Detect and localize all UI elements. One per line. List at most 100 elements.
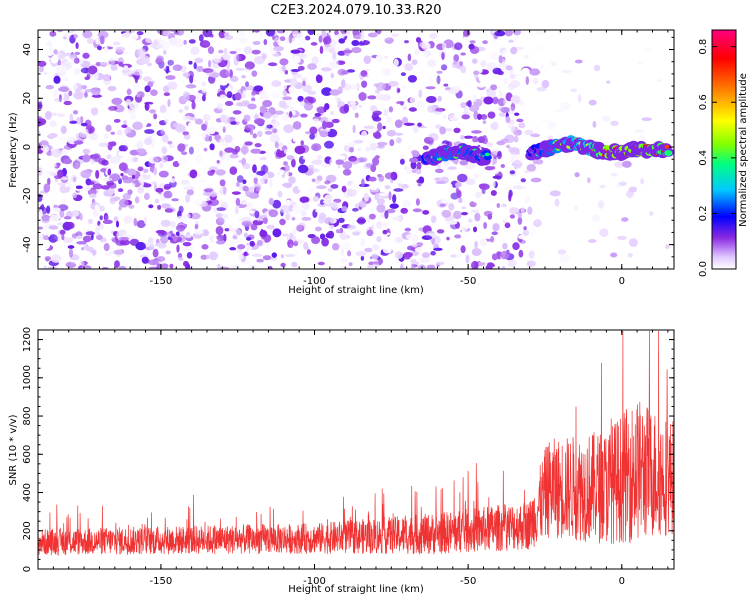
spectrogram-cell [329, 157, 337, 166]
spectrogram-cell [208, 125, 216, 135]
spectrogram-cell [137, 186, 145, 194]
spectrogram-cell [224, 32, 230, 37]
spectrogram-cell [88, 189, 99, 194]
spectrogram-cell [85, 246, 94, 252]
spectrogram-cell [412, 150, 420, 158]
spectrogram-cell [281, 65, 286, 72]
spectrogram-cell [491, 168, 500, 175]
spectrogram-cell [480, 114, 488, 120]
spectrogram-cell [282, 89, 288, 97]
spectrogram-cell [483, 222, 487, 229]
spectrogram-cell [229, 225, 233, 233]
spectrogram-cell [240, 199, 247, 205]
spectrogram-cell [463, 135, 474, 139]
spectrogram-cell [43, 240, 50, 250]
spectrogram-cell [163, 85, 170, 93]
spectrogram-cell [382, 247, 392, 254]
spectrogram-cell [665, 244, 670, 249]
spectrogram-cell [159, 162, 164, 169]
spectrogram-cell [446, 236, 450, 241]
spectrogram-cell [235, 204, 240, 209]
spectrogram-cell [462, 59, 468, 67]
spectrogram-cell [521, 67, 530, 76]
spectrogram-cell [610, 120, 619, 127]
spectrogram-cell [203, 114, 211, 122]
spectrogram-cell [373, 83, 379, 87]
spectrogram-cell [238, 253, 244, 260]
spectrogram-cell [154, 177, 165, 184]
spectrogram-cell [352, 102, 357, 111]
spectrogram-cell [455, 187, 459, 195]
spectrogram-cell [251, 49, 261, 55]
spectrogram-cell [172, 235, 177, 242]
spectrogram-cell [376, 30, 382, 35]
spectrogram-cell [312, 118, 319, 123]
spectrogram-cell [496, 203, 501, 208]
spectrogram-cell [375, 54, 383, 63]
spectrogram-cell [292, 121, 302, 130]
spectrogram-cell [183, 260, 189, 267]
spectrogram-cell [162, 111, 172, 119]
spectrogram-cell [224, 134, 233, 143]
spectrogram-cell [86, 73, 91, 80]
spectrogram-cell [122, 32, 131, 38]
spectrogram-cell [422, 145, 429, 150]
spectrogram-cell [473, 70, 480, 75]
spectrogram-cell [242, 185, 249, 192]
spectrogram-cell [123, 128, 129, 135]
spectrogram-cell [390, 33, 400, 38]
spectrogram-cell [509, 147, 520, 155]
spectrogram-cell [97, 45, 102, 51]
spectrogram-cell [120, 173, 124, 177]
bottom-y-axis-ticks: 0 200 400 600 800 1000 1200 [22, 327, 674, 572]
spectrogram-cell [173, 30, 180, 35]
spectrogram-cell [351, 40, 360, 46]
spectrogram-cell [471, 248, 482, 257]
spectrogram-cell [240, 146, 249, 154]
spectrogram-cell [338, 38, 346, 44]
spectrogram-cell [209, 251, 218, 261]
spectrogram-cell [460, 65, 467, 74]
spectrogram-cell [618, 238, 626, 248]
spectrogram-cell [301, 217, 312, 221]
spectrogram-cell [524, 169, 530, 174]
spectrogram-cell [639, 134, 645, 140]
spectrogram-cell [483, 96, 494, 105]
spectrogram-cell [123, 120, 127, 124]
spectrogram-cell [406, 166, 412, 175]
spectrogram-cell [320, 67, 332, 72]
colorbar-tick-label: 0.0 [698, 261, 709, 277]
spectrogram-cell [246, 236, 252, 241]
spectrogram-cell [402, 261, 408, 268]
spectrogram-cell [181, 247, 191, 252]
bottom-y-axis-label: SNR (10 * v/v) [8, 414, 19, 485]
spectrogram-cell [512, 159, 522, 169]
spectrogram-cell [122, 193, 131, 200]
spectrogram-cell [377, 174, 382, 178]
spectrogram-cell [249, 129, 254, 136]
spectrogram-cell [254, 210, 260, 219]
spectrogram-cell [249, 210, 255, 214]
spectrogram-cell [309, 133, 315, 140]
spectrogram-cell [469, 40, 476, 44]
spectrogram-cell [155, 57, 163, 65]
spectrogram-cell [470, 209, 480, 213]
spectrogram-cell [368, 261, 375, 266]
spectrogram-cell [492, 179, 496, 188]
spectrogram-cell [88, 252, 94, 261]
spectrogram-cell [53, 89, 58, 97]
spectrogram-cell [501, 259, 509, 267]
spectrogram-cell [259, 156, 267, 161]
spectrogram-cell [234, 92, 242, 101]
spectrogram-cell [52, 207, 61, 212]
y-tick-label: -20 [22, 188, 33, 204]
spectrogram-cell [510, 95, 521, 104]
spectrogram-cell [85, 185, 91, 191]
spectrogram-cell [407, 53, 412, 62]
spectrogram-cell [292, 228, 297, 235]
spectrogram-cell [540, 64, 544, 69]
spectrogram-cell [390, 171, 398, 181]
spectrogram-cell [113, 216, 119, 223]
spectrogram-cell [343, 103, 349, 113]
spectrogram-cell [462, 36, 469, 44]
